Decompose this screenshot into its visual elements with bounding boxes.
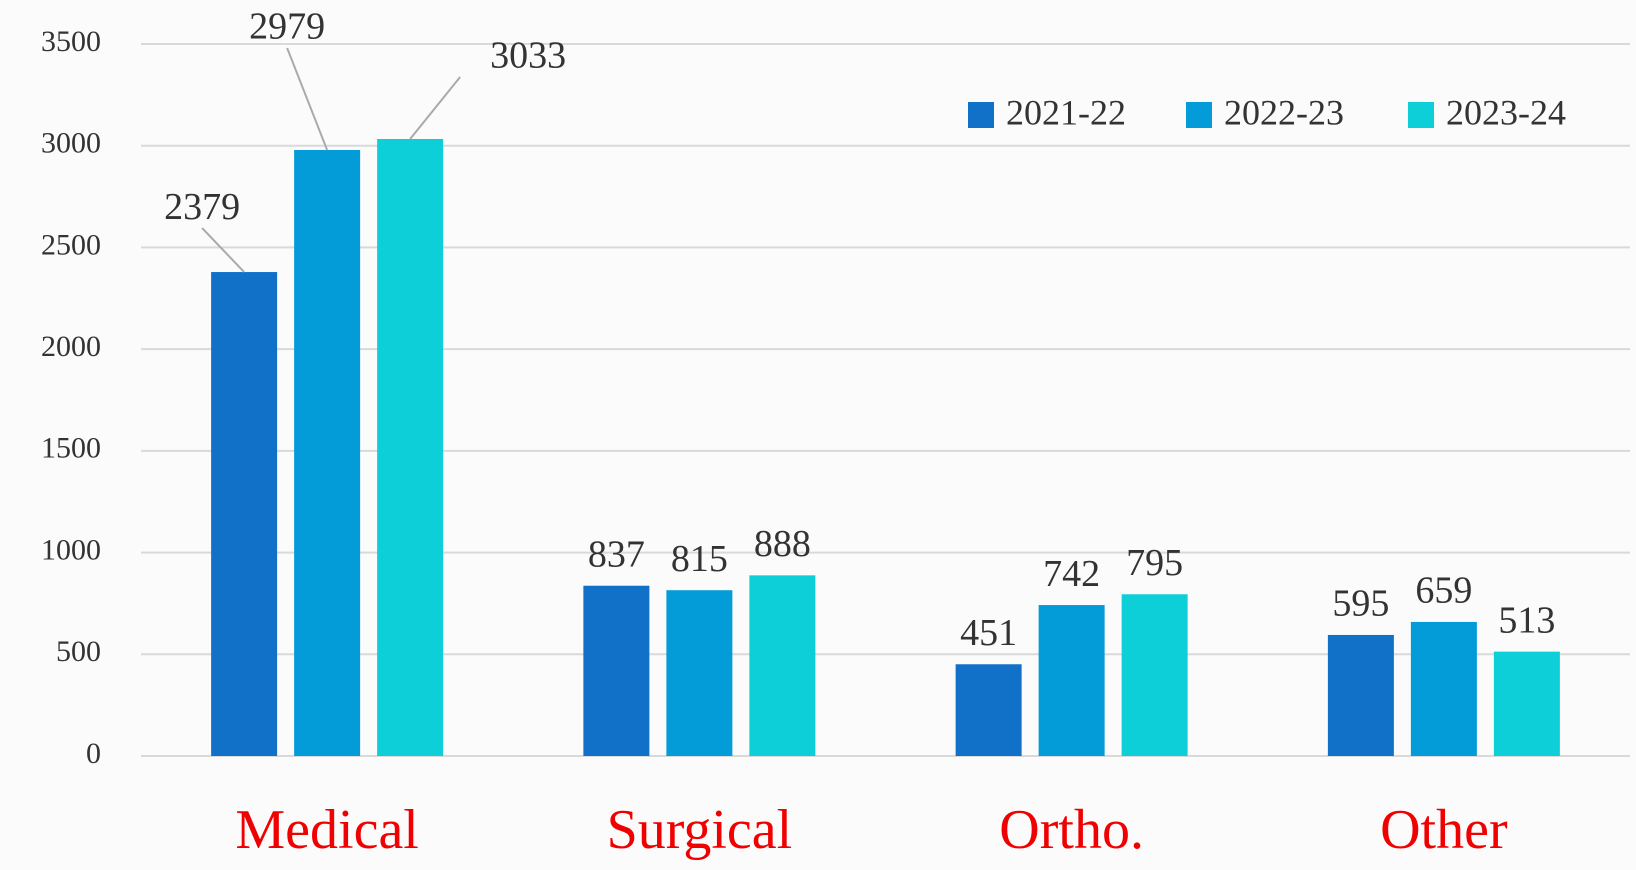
y-tick-label: 1500 [41,432,101,465]
leader-line [286,47,329,151]
legend-swatch [1408,102,1434,128]
y-tick-label: 0 [86,737,101,770]
legend-label: 2022-23 [1224,92,1344,132]
value-label: 595 [1332,583,1389,625]
x-tick-label: Ortho. [999,799,1144,861]
bar [1121,594,1188,756]
value-label: 795 [1126,542,1183,584]
bar [377,139,444,756]
y-tick-label: 500 [56,635,101,668]
legend-label: 2023-24 [1446,92,1566,132]
legend-label: 2021-22 [1006,92,1126,132]
value-label: 815 [671,538,728,580]
bar [211,272,278,756]
leader-line [201,227,245,273]
bar [749,575,816,756]
x-tick-label: Surgical [607,799,793,861]
value-label: 888 [754,523,811,565]
y-tick-label: 3000 [41,127,101,160]
value-label: 837 [588,533,645,575]
bar [1493,651,1560,756]
y-tick-label: 3500 [41,25,101,58]
bar [1038,605,1105,756]
bar [294,149,361,757]
bar [583,585,650,756]
value-label: 742 [1043,553,1100,595]
bar [1410,621,1477,756]
value-label: 3033 [490,35,566,77]
value-label: 659 [1415,570,1472,612]
y-tick-label: 2000 [41,330,101,363]
x-tick-label: Other [1380,799,1508,861]
bar [1327,634,1394,756]
y-tick-label: 2500 [41,228,101,261]
value-label: 2979 [249,6,325,48]
legend-swatch [968,102,994,128]
value-label: 513 [1498,599,1555,641]
bar [955,664,1022,756]
bar [666,590,733,756]
value-label: 451 [960,612,1017,654]
value-label: 2379 [164,186,240,228]
leader-line [409,76,461,140]
y-tick-label: 1000 [41,533,101,566]
legend-swatch [1186,102,1212,128]
x-tick-label: Medical [235,799,418,861]
